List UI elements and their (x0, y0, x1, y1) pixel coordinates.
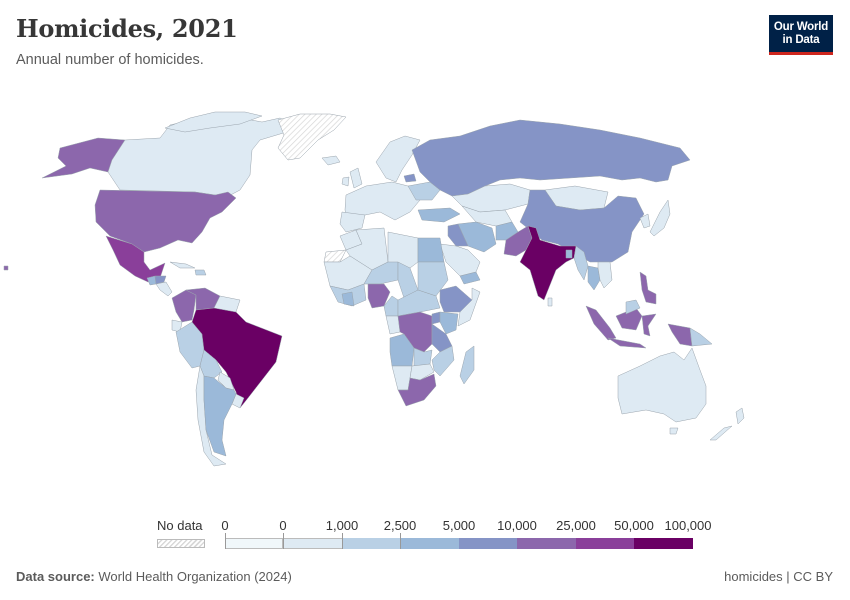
country-mexico[interactable] (105, 235, 166, 283)
country-zambia[interactable] (413, 347, 433, 367)
country-argentina[interactable] (203, 375, 237, 457)
country-java[interactable] (607, 337, 647, 349)
country-hawaii[interactable] (3, 265, 9, 271)
country-myanmar[interactable] (573, 245, 589, 281)
country-mozambique[interactable] (431, 345, 455, 377)
legend-bin-0[interactable] (225, 538, 283, 549)
legend-bin-4[interactable] (459, 538, 517, 549)
world-map[interactable] (0, 95, 850, 505)
country-colombia[interactable] (171, 289, 197, 323)
country-sumatra[interactable] (585, 305, 617, 341)
legend-no-data-label: No data (157, 518, 203, 533)
country-png[interactable] (689, 327, 713, 347)
legend-tick-label: 2,500 (383, 518, 417, 533)
chart-title: Homicides, 2021 (16, 14, 238, 43)
legend-bin-2[interactable] (342, 538, 400, 549)
country-iraq[interactable] (447, 223, 469, 247)
legend-bin-5[interactable] (517, 538, 576, 549)
country-gabon-congo[interactable] (385, 315, 401, 335)
country-uganda[interactable] (431, 311, 441, 325)
country-malaysia-borneo[interactable] (625, 299, 641, 315)
legend-tick-label: 1,000 (325, 518, 359, 533)
country-scandinavia[interactable] (375, 135, 421, 183)
country-botswana-zim[interactable] (409, 363, 435, 381)
country-belarus[interactable] (403, 173, 417, 183)
legend-tick (283, 533, 284, 549)
country-vietnam-laos[interactable] (597, 261, 613, 289)
legend-tick (400, 533, 401, 549)
country-brazil[interactable] (191, 307, 283, 409)
country-iberia[interactable] (339, 211, 366, 233)
country-cote-divoire[interactable] (341, 291, 355, 307)
country-central-america[interactable] (155, 281, 173, 297)
logo-line-2: in Data (782, 33, 820, 46)
country-greenland[interactable] (277, 113, 347, 161)
owid-logo[interactable]: Our World in Data (769, 15, 833, 55)
country-bangladesh[interactable] (565, 249, 573, 259)
legend-tick-label: 0 (221, 518, 229, 533)
country-australia[interactable] (617, 347, 707, 423)
country-honduras[interactable] (154, 275, 167, 285)
legend-bin-6[interactable] (576, 538, 634, 549)
legend-bin-7[interactable] (634, 538, 693, 549)
country-philippines[interactable] (639, 271, 657, 305)
country-tasmania[interactable] (669, 427, 679, 435)
legend-no-data-swatch[interactable] (157, 539, 205, 548)
legend-tick-label: 25,000 (556, 518, 596, 533)
legend-tick-label: 10,000 (497, 518, 537, 533)
country-new-zealand[interactable] (709, 407, 745, 441)
country-libya[interactable] (387, 231, 419, 269)
legend-bin-1[interactable] (283, 538, 342, 549)
country-ireland[interactable] (341, 176, 350, 187)
legend-tick-label: 100,000 (664, 518, 712, 533)
country-cuba[interactable] (169, 261, 196, 269)
country-india[interactable] (519, 225, 577, 301)
country-russia[interactable] (411, 119, 691, 197)
country-saudi-arabia[interactable] (439, 243, 481, 277)
country-thailand[interactable] (587, 265, 601, 291)
data-source-link[interactable]: World Health Organization (2024) (98, 569, 292, 584)
country-iceland[interactable] (321, 155, 341, 166)
country-madagascar[interactable] (459, 345, 475, 385)
legend-tick (342, 533, 343, 549)
country-canada-islands[interactable] (164, 111, 263, 133)
country-new-guinea-west[interactable] (667, 323, 693, 347)
legend-tick-label: 50,000 (614, 518, 654, 533)
country-kenya[interactable] (439, 311, 459, 335)
country-south-africa[interactable] (397, 373, 437, 407)
chart-subtitle: Annual number of homicides. (16, 52, 204, 68)
logo-accent-bar (769, 52, 833, 55)
legend-tick-label: 0 (279, 518, 287, 533)
country-alaska[interactable] (41, 137, 126, 179)
color-legend: No data 0 0 1,000 2,500 5,000 10,000 25,… (0, 518, 850, 558)
country-turkey[interactable] (417, 207, 461, 223)
legend-tick-label: 5,000 (442, 518, 476, 533)
data-source-label: Data source: (16, 569, 95, 584)
country-sri-lanka[interactable] (547, 297, 553, 307)
license-note[interactable]: homicides | CC BY (724, 569, 833, 584)
country-somalia[interactable] (457, 287, 481, 327)
country-hispaniola[interactable] (194, 269, 207, 276)
country-egypt[interactable] (417, 237, 445, 263)
legend-bin-3[interactable] (400, 538, 459, 549)
country-uk[interactable] (349, 167, 363, 189)
country-ukraine[interactable] (407, 181, 441, 201)
country-sudan[interactable] (417, 261, 449, 297)
country-sulawesi[interactable] (641, 313, 657, 337)
data-source: Data source: World Health Organization (… (16, 569, 292, 584)
legend-tick (225, 533, 226, 549)
country-korea-japan[interactable] (639, 199, 671, 237)
country-yemen[interactable] (459, 271, 481, 285)
logo-line-1: Our World (773, 21, 829, 33)
country-usa[interactable] (94, 189, 237, 253)
